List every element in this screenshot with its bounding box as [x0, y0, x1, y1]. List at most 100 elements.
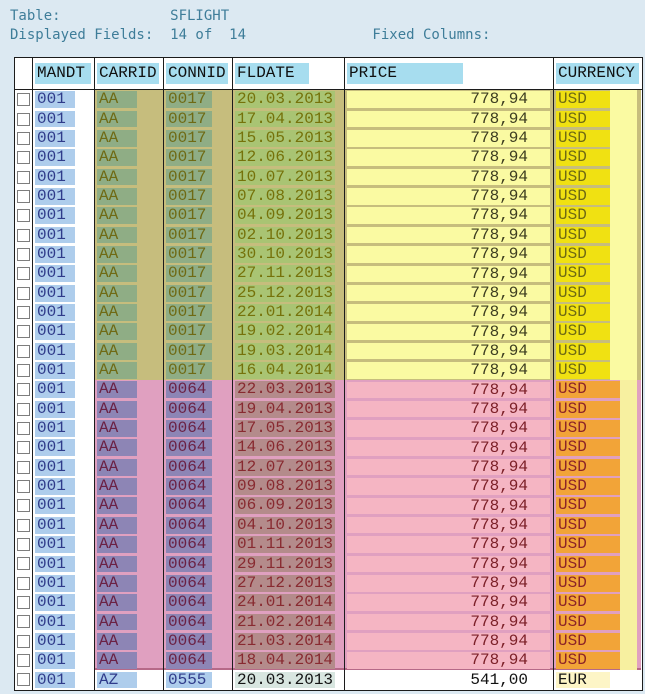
connid-value[interactable]: 0064	[166, 555, 212, 573]
row-checkbox[interactable]	[17, 422, 30, 436]
carrid-value[interactable]: AA	[97, 420, 137, 437]
row-checkbox[interactable]	[17, 673, 30, 687]
mandt-value[interactable]: 001	[35, 458, 75, 476]
carrid-value[interactable]: AA	[97, 478, 137, 495]
mandt-value[interactable]: 001	[35, 381, 75, 399]
row-checkbox[interactable]	[17, 151, 30, 165]
row-checkbox[interactable]	[17, 615, 30, 629]
connid-value[interactable]: 0064	[166, 478, 212, 495]
connid-value[interactable]: 0555	[166, 671, 212, 689]
connid-value[interactable]: 0017	[166, 91, 212, 109]
mandt-value[interactable]: 001	[35, 517, 75, 534]
carrid-value[interactable]: AA	[97, 304, 137, 321]
fldate-value[interactable]: 30.10.2013	[235, 245, 335, 264]
currency-value[interactable]: USD	[556, 497, 620, 515]
connid-value[interactable]: 0017	[166, 304, 212, 321]
mandt-value[interactable]: 001	[35, 91, 75, 109]
mandt-value[interactable]: 001	[35, 362, 75, 379]
carrid-value[interactable]: AA	[97, 536, 137, 553]
row-checkbox[interactable]	[17, 325, 30, 339]
fldate-value[interactable]: 22.01.2014	[235, 303, 335, 322]
row-checkbox[interactable]	[17, 170, 30, 184]
column-header-carrid[interactable]: CARRID	[97, 63, 159, 84]
carrid-value[interactable]: AA	[97, 168, 137, 186]
price-value[interactable]: 778,94	[347, 207, 550, 224]
currency-value[interactable]: USD	[556, 633, 620, 650]
price-value[interactable]: 778,94	[347, 188, 550, 205]
currency-value[interactable]: USD	[556, 478, 620, 495]
mandt-value[interactable]: 001	[35, 497, 75, 515]
mandt-value[interactable]: 001	[35, 420, 75, 437]
column-header-currency[interactable]: CURRENCY	[556, 63, 639, 84]
connid-value[interactable]: 0064	[166, 652, 212, 670]
carrid-value[interactable]: AA	[97, 362, 137, 379]
price-value[interactable]: 778,94	[347, 459, 550, 476]
price-value[interactable]: 778,94	[347, 614, 550, 631]
price-value[interactable]: 778,94	[347, 440, 550, 457]
fldate-value[interactable]: 09.08.2013	[235, 477, 335, 496]
fldate-value[interactable]: 06.09.2013	[235, 496, 335, 515]
price-value[interactable]: 778,94	[347, 246, 550, 263]
fldate-value[interactable]: 04.10.2013	[235, 515, 335, 534]
carrid-value[interactable]: AZ	[97, 671, 137, 689]
row-checkbox[interactable]	[17, 247, 30, 261]
currency-value[interactable]: USD	[556, 594, 620, 611]
fldate-value[interactable]: 19.02.2014	[235, 322, 335, 341]
carrid-value[interactable]: AA	[97, 265, 137, 283]
connid-value[interactable]: 0064	[166, 439, 212, 457]
carrid-value[interactable]: AA	[97, 149, 137, 167]
connid-value[interactable]: 0017	[166, 149, 212, 167]
carrid-value[interactable]: AA	[97, 613, 137, 631]
mandt-value[interactable]: 001	[35, 555, 75, 573]
fldate-value[interactable]: 01.11.2013	[235, 535, 335, 554]
carrid-value[interactable]: AA	[97, 207, 137, 225]
carrid-value[interactable]: AA	[97, 555, 137, 573]
price-value[interactable]: 778,94	[347, 652, 550, 669]
carrid-value[interactable]: AA	[97, 594, 137, 611]
fldate-value[interactable]: 21.02.2014	[235, 612, 335, 631]
currency-value[interactable]: USD	[556, 362, 610, 379]
row-checkbox[interactable]	[17, 634, 30, 648]
row-checkbox[interactable]	[17, 576, 30, 590]
connid-value[interactable]: 0064	[166, 381, 212, 399]
connid-value[interactable]: 0017	[166, 110, 212, 128]
price-value[interactable]: 778,94	[347, 401, 550, 418]
carrid-value[interactable]: AA	[97, 130, 137, 147]
fldate-value[interactable]: 02.10.2013	[235, 225, 335, 244]
currency-value[interactable]: USD	[556, 652, 620, 670]
currency-value[interactable]: EUR	[556, 671, 610, 689]
currency-value[interactable]: USD	[556, 400, 620, 418]
row-checkbox[interactable]	[17, 596, 30, 610]
fldate-value[interactable]: 12.07.2013	[235, 457, 335, 476]
column-header-mandt[interactable]: MANDT	[35, 63, 91, 84]
row-checkbox[interactable]	[17, 267, 30, 281]
carrid-value[interactable]: AA	[97, 188, 137, 205]
currency-value[interactable]: USD	[556, 555, 620, 573]
currency-value[interactable]: USD	[556, 91, 610, 109]
carrid-value[interactable]: AA	[97, 517, 137, 534]
row-checkbox[interactable]	[17, 363, 30, 377]
currency-value[interactable]: USD	[556, 246, 610, 263]
fldate-value[interactable]: 19.04.2013	[235, 399, 335, 418]
fldate-value[interactable]: 27.12.2013	[235, 573, 335, 592]
column-header-fldate[interactable]: FLDATE	[235, 63, 309, 84]
fldate-value[interactable]: 16.04.2014	[235, 361, 335, 380]
price-value[interactable]: 778,94	[347, 536, 550, 553]
currency-value[interactable]: USD	[556, 381, 620, 399]
row-checkbox[interactable]	[17, 228, 30, 242]
carrid-value[interactable]: AA	[97, 575, 137, 592]
carrid-value[interactable]: AA	[97, 246, 137, 263]
price-value[interactable]: 778,94	[347, 478, 550, 495]
row-checkbox[interactable]	[17, 460, 30, 474]
connid-value[interactable]: 0064	[166, 517, 212, 534]
currency-value[interactable]: USD	[556, 304, 610, 321]
price-value[interactable]: 778,94	[347, 362, 550, 379]
price-value[interactable]: 778,94	[347, 266, 550, 283]
carrid-value[interactable]: AA	[97, 381, 137, 399]
column-header-price[interactable]: PRICE	[347, 63, 463, 84]
price-value[interactable]: 778,94	[347, 324, 550, 341]
carrid-value[interactable]: AA	[97, 458, 137, 476]
mandt-value[interactable]: 001	[35, 168, 75, 186]
fldate-value[interactable]: 15.05.2013	[235, 128, 335, 147]
row-checkbox[interactable]	[17, 441, 30, 455]
